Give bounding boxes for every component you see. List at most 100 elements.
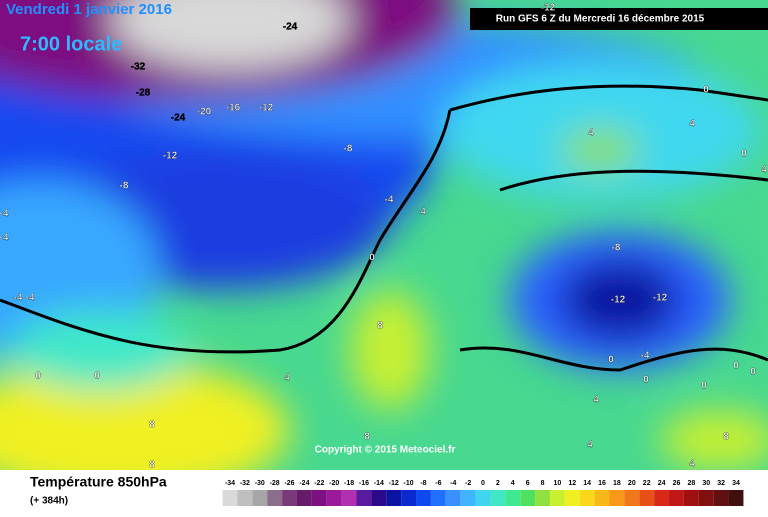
legend-tick-label: 20 bbox=[628, 480, 636, 487]
contour-label: 0 bbox=[733, 361, 739, 372]
contour-label: -28 bbox=[136, 88, 151, 99]
zero-isotherm bbox=[0, 84, 768, 372]
legend-swatch bbox=[639, 490, 655, 506]
legend-tick-label: 8 bbox=[541, 480, 545, 487]
lead-time: (+ 384h) bbox=[30, 496, 68, 507]
legend-tick-label: -12 bbox=[389, 480, 399, 487]
legend-tick-label: 12 bbox=[568, 480, 576, 487]
contour-label: 8 bbox=[149, 420, 155, 431]
contour-label: 4 bbox=[689, 459, 695, 470]
legend-swatch bbox=[222, 490, 238, 506]
legend-tick-label: -22 bbox=[314, 480, 324, 487]
contour-label: 4 bbox=[587, 440, 593, 451]
legend-swatch bbox=[237, 490, 253, 506]
legend-swatch bbox=[520, 490, 536, 506]
contour-label: 8 bbox=[364, 432, 370, 443]
legend-swatch bbox=[683, 490, 699, 506]
contour-label: -16 bbox=[226, 103, 241, 114]
run-info: Run GFS 6 Z du Mercredi 16 décembre 2015 bbox=[496, 14, 705, 25]
legend-swatch bbox=[267, 490, 283, 506]
contour-label: 0 bbox=[94, 371, 100, 382]
temperature-field bbox=[0, 0, 768, 470]
contour-label: -12 bbox=[653, 293, 668, 304]
contour-label: 4 bbox=[284, 373, 290, 384]
contour-label: -4 bbox=[26, 293, 35, 304]
legend-tick-label: -8 bbox=[420, 480, 426, 487]
legend-swatch bbox=[445, 490, 461, 506]
legend-tick-label: 6 bbox=[526, 480, 530, 487]
legend-tick-label: -4 bbox=[450, 480, 456, 487]
contour-label: -24 bbox=[171, 113, 186, 124]
contour-label: -4 bbox=[14, 293, 23, 304]
field-name: Température 850hPa bbox=[30, 474, 167, 490]
legend-tick-label: 34 bbox=[732, 480, 740, 487]
legend-tick-label: 4 bbox=[511, 480, 515, 487]
legend-swatch bbox=[624, 490, 640, 506]
legend-tick-label: 10 bbox=[554, 480, 562, 487]
legend-swatch bbox=[296, 490, 312, 506]
contour-label: -12 bbox=[541, 3, 556, 14]
legend-tick-label: -32 bbox=[240, 480, 250, 487]
contour-label: 4 bbox=[689, 119, 695, 130]
contour-label: 0 bbox=[750, 367, 756, 378]
contour-label: -32 bbox=[131, 62, 146, 73]
legend-swatch bbox=[341, 490, 357, 506]
legend-swatch bbox=[282, 490, 297, 506]
legend-tick-label: 28 bbox=[687, 480, 695, 487]
contour-label: 8 bbox=[723, 432, 729, 443]
valid-date: Vendredi 1 janvier 2016 bbox=[6, 1, 172, 18]
contour-label: 4 bbox=[761, 165, 767, 176]
legend-swatch bbox=[564, 490, 580, 506]
legend-tick-label: -6 bbox=[435, 480, 441, 487]
contour-label: 0 bbox=[701, 381, 707, 392]
legend-tick-label: -26 bbox=[284, 480, 294, 487]
contour-label: 0 bbox=[643, 375, 649, 386]
contour-label: -4 bbox=[0, 233, 9, 244]
contour-label: -20 bbox=[197, 107, 212, 118]
legend-tick-label: -18 bbox=[344, 480, 354, 487]
legend-tick-label: 32 bbox=[717, 480, 725, 487]
contour-label: -8 bbox=[120, 181, 129, 192]
contour-labels: -12-24-32-28-24-20 -16 -12-12-8-8-4-4-440-… bbox=[0, 2, 767, 471]
legend-tick-label: -24 bbox=[299, 480, 309, 487]
legend-swatch bbox=[728, 490, 744, 506]
legend-swatch bbox=[371, 490, 387, 506]
legend-swatch bbox=[505, 490, 521, 506]
contour-label: 0 bbox=[608, 355, 614, 366]
legend-swatch bbox=[475, 490, 491, 506]
contour-label: 8 bbox=[149, 460, 155, 471]
legend-tick-label: -10 bbox=[404, 480, 414, 487]
local-time: 7:00 locale bbox=[20, 33, 122, 55]
contour-label: -8 bbox=[612, 243, 621, 254]
legend-swatch bbox=[698, 490, 714, 506]
contour-label: 4 bbox=[593, 395, 599, 406]
contour-label: -8 bbox=[344, 144, 353, 155]
contour-label: -4 bbox=[385, 195, 394, 206]
legend-swatch bbox=[594, 490, 610, 506]
legend-tick-label: 14 bbox=[583, 480, 591, 487]
legend-swatch bbox=[252, 490, 268, 506]
legend-tick-label: -2 bbox=[465, 480, 471, 487]
contour-label: -24 bbox=[283, 22, 298, 33]
legend-swatch bbox=[579, 490, 595, 506]
contour-label: -4 bbox=[641, 351, 650, 362]
run-box bbox=[470, 8, 768, 30]
legend-swatch bbox=[326, 490, 342, 506]
legend-swatch bbox=[654, 490, 670, 506]
legend-swatch bbox=[490, 490, 506, 506]
contour-label: 4 bbox=[588, 128, 594, 139]
legend-swatch bbox=[401, 490, 417, 506]
legend-tick-label: 2 bbox=[496, 480, 500, 487]
legend-swatch bbox=[416, 490, 431, 506]
legend-tick-label: 24 bbox=[658, 480, 666, 487]
contour-label: 4 bbox=[420, 207, 426, 218]
copyright: Copyright © 2015 Meteociel.fr bbox=[315, 445, 456, 456]
contour-label: 0 bbox=[703, 85, 709, 96]
legend-swatch bbox=[430, 490, 446, 506]
contour-label: -12 bbox=[163, 151, 178, 162]
color-legend: -34 -32 -30 -28 -26 -24 -22 -20 -18 -16 -14 -12 -10-… bbox=[222, 480, 744, 506]
legend-swatch bbox=[460, 490, 476, 506]
legend-tick-label: 22 bbox=[643, 480, 651, 487]
